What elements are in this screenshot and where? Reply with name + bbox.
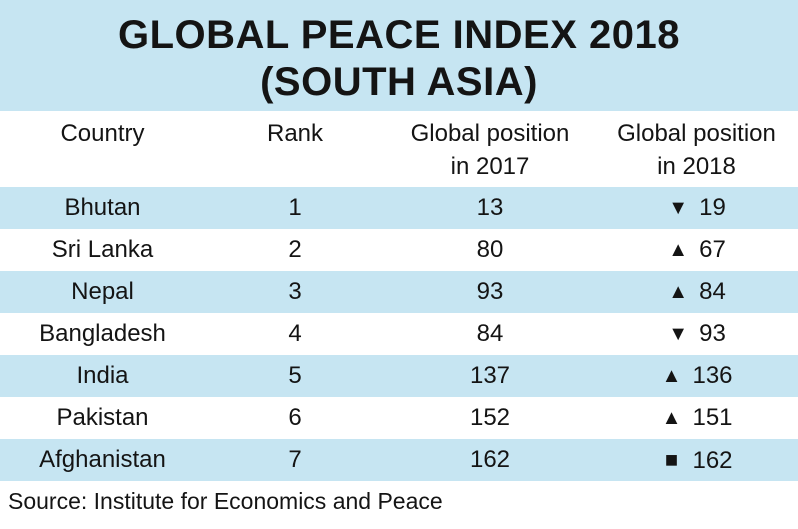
position-2017-cell: 80 xyxy=(476,236,504,263)
chart-title-line-1: GLOBAL PEACE INDEX 2018 xyxy=(117,13,681,57)
rank-cell: 1 xyxy=(288,194,302,221)
triangle-up-icon: ▲ xyxy=(668,239,689,261)
rank-cell: 5 xyxy=(288,362,302,389)
position-2017-cell: 84 xyxy=(476,320,504,347)
table-row: Nepal 3 93 ▲ 84 xyxy=(0,271,798,313)
position-2018-value: ▲ 84 xyxy=(667,271,726,313)
triangle-up-icon: ▲ xyxy=(668,281,689,303)
header-country: Country xyxy=(60,120,145,147)
table-row: Bangladesh 4 84 ▼ 93 xyxy=(0,313,798,355)
position-2017-cell: 13 xyxy=(476,194,504,221)
title-band: GLOBAL PEACE INDEX 2018 (SOUTH ASIA) xyxy=(0,0,798,111)
position-2018-value: ■ 162 xyxy=(660,439,733,482)
position-2018-number: 162 xyxy=(692,447,733,474)
square-icon: ■ xyxy=(664,447,679,472)
country-cell: India xyxy=(76,362,129,389)
position-2018-value: ▼ 19 xyxy=(667,187,726,229)
chart-title-line-2: (SOUTH ASIA) xyxy=(260,60,538,104)
triangle-down-icon: ▼ xyxy=(668,323,689,345)
header-position-2018-line-1: Global position xyxy=(617,120,776,147)
position-2017-cell: 152 xyxy=(469,404,511,431)
position-2018-number: 136 xyxy=(692,362,733,389)
header-position-2017-line-1: Global position xyxy=(410,120,570,147)
rank-cell: 7 xyxy=(288,446,302,473)
position-2018-value: ▲ 136 xyxy=(660,355,733,397)
source-note: Source: Institute for Economics and Peac… xyxy=(8,488,443,514)
position-2018-cell: ▼ 93 xyxy=(595,313,798,355)
rank-cell: 2 xyxy=(288,236,302,263)
triangle-up-icon: ▲ xyxy=(661,407,682,429)
table-row: Sri Lanka 2 80 ▲ 67 xyxy=(0,229,798,271)
position-2018-cell: ■ 162 xyxy=(595,439,798,481)
position-2018-number: 67 xyxy=(699,236,726,263)
position-2018-cell: ▲ 151 xyxy=(595,397,798,439)
table-row: Bhutan 1 13 ▼ 19 xyxy=(0,187,798,229)
position-2018-value: ▼ 93 xyxy=(667,313,726,355)
header-position-2018-line-2: in 2018 xyxy=(657,153,736,180)
position-2017-cell: 137 xyxy=(469,362,511,389)
position-2017-cell: 93 xyxy=(476,278,504,305)
position-2018-cell: ▲ 136 xyxy=(595,355,798,397)
position-2018-number: 93 xyxy=(699,320,726,347)
country-cell: Sri Lanka xyxy=(51,236,154,263)
country-cell: Bangladesh xyxy=(39,320,166,347)
table-row: Pakistan 6 152 ▲ 151 xyxy=(0,397,798,439)
rank-cell: 3 xyxy=(288,278,302,305)
triangle-up-icon: ▲ xyxy=(661,365,682,387)
rank-cell: 4 xyxy=(288,320,302,347)
position-2017-cell: 162 xyxy=(469,446,511,473)
position-2018-number: 151 xyxy=(692,404,733,431)
position-2018-cell: ▲ 67 xyxy=(595,229,798,271)
table-row: India 5 137 ▲ 136 xyxy=(0,355,798,397)
country-cell: Nepal xyxy=(71,278,134,305)
header-position-2017-line-2: in 2017 xyxy=(450,153,530,180)
country-cell: Pakistan xyxy=(56,404,149,431)
triangle-down-icon: ▼ xyxy=(668,197,689,219)
country-cell: Bhutan xyxy=(64,194,141,221)
position-2018-number: 19 xyxy=(699,194,726,221)
country-cell: Afghanistan xyxy=(39,446,166,473)
position-2018-value: ▲ 151 xyxy=(660,397,733,439)
header-rank: Rank xyxy=(266,120,324,147)
position-2018-cell: ▼ 19 xyxy=(595,187,798,229)
rank-cell: 6 xyxy=(288,404,302,431)
position-2018-cell: ▲ 84 xyxy=(595,271,798,313)
table-row: Afghanistan 7 162 ■ 162 xyxy=(0,439,798,481)
position-2018-value: ▲ 67 xyxy=(667,229,726,271)
position-2018-number: 84 xyxy=(699,278,726,305)
